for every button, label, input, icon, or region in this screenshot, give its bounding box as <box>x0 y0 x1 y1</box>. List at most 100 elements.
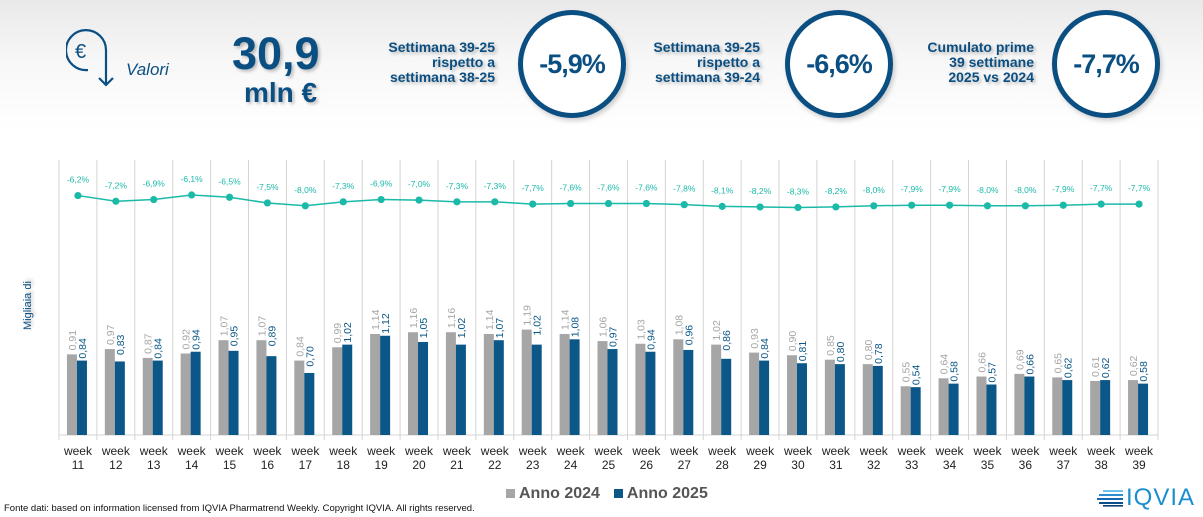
bar-label-2025: 0,97 <box>608 326 620 347</box>
bar-label-2025: 0,62 <box>1100 357 1112 378</box>
bar-2024 <box>749 352 760 435</box>
bar-2025 <box>493 340 504 435</box>
bar-label-2024: 0,80 <box>863 340 875 361</box>
bar-label-2025: 0,58 <box>949 361 961 382</box>
x-tick-label: week <box>404 444 434 458</box>
line-point <box>225 193 234 201</box>
bar-label-2024: 1,03 <box>635 319 647 340</box>
bar-2024 <box>976 376 987 435</box>
bar-2024 <box>786 355 797 435</box>
bar-2025 <box>76 360 87 435</box>
x-tick-number: 33 <box>905 458 919 472</box>
line-label: -7,7% <box>1128 183 1151 193</box>
bar-2025 <box>645 351 656 435</box>
bar-2025 <box>1100 380 1111 435</box>
x-tick-number: 38 <box>1094 458 1108 472</box>
x-tick-number: 36 <box>1019 458 1033 472</box>
line-point <box>112 197 120 205</box>
legend-item-2025: Anno 2025 <box>613 485 708 503</box>
line-label: -7,7% <box>1090 183 1113 193</box>
bar-2025 <box>380 335 391 435</box>
x-tick-label: week <box>1048 444 1078 458</box>
bar-label-2024: 0,64 <box>939 354 951 375</box>
legend-label-2024: Anno 2024 <box>519 485 600 502</box>
x-tick-number: 31 <box>829 458 843 472</box>
line-point <box>1021 202 1029 210</box>
bar-label-2025: 0,78 <box>873 343 885 364</box>
x-tick-label: week <box>897 444 927 458</box>
bar-label-2024: 1,14 <box>370 309 382 330</box>
line-label: -8,2% <box>749 186 772 196</box>
line-point <box>150 195 158 204</box>
line-point <box>983 202 992 210</box>
bar-label-2025: 0,70 <box>304 346 316 367</box>
x-tick-label: week <box>707 444 737 458</box>
bar-2024 <box>294 360 305 435</box>
bar-label-2024: 1,14 <box>560 309 572 330</box>
line-point <box>756 203 764 211</box>
bar-label-2025: 0,89 <box>266 326 278 347</box>
bar-label-2024: 0,85 <box>825 335 837 356</box>
bar-2025 <box>1024 376 1035 435</box>
bar-label-2024: 1,07 <box>219 316 231 337</box>
grid <box>58 160 1159 440</box>
bar-label-2025: 0,84 <box>77 338 89 359</box>
bar-2024 <box>673 339 684 435</box>
x-tick-label: week <box>972 444 1002 458</box>
x-tick-number: 27 <box>678 458 692 472</box>
line-label: -7,0% <box>408 179 431 189</box>
bar-2024 <box>824 359 835 435</box>
total-unit: mln € <box>244 77 318 108</box>
x-tick-label: week <box>518 444 548 458</box>
bar-2024 <box>938 378 949 435</box>
kpi-circle-cumulative: -7,7% <box>1052 10 1160 118</box>
x-tick-label: week <box>935 444 965 458</box>
x-tick-label: week <box>139 444 169 458</box>
bar-2025 <box>531 344 542 435</box>
bar-2025 <box>266 356 277 435</box>
line-label: -6,2% <box>67 175 90 185</box>
x-tick-label: week <box>63 444 93 458</box>
bar-label-2025: 1,02 <box>342 322 354 343</box>
line-label: -6,1% <box>181 174 204 184</box>
x-tick-number: 28 <box>716 458 730 472</box>
x-tick-label: week <box>177 444 207 458</box>
bar-2024 <box>142 357 153 435</box>
bar-2024 <box>332 347 343 435</box>
line-label: -7,9% <box>1052 184 1075 194</box>
bar-2025 <box>228 350 239 435</box>
bar-2025 <box>455 344 466 435</box>
bar-2024 <box>445 332 456 435</box>
line-point <box>491 198 499 206</box>
line-point <box>301 202 309 210</box>
bar-2025 <box>948 383 959 435</box>
bar-label-2025: 1,02 <box>456 318 468 339</box>
line-point <box>680 201 688 209</box>
bar-2025 <box>986 384 997 435</box>
line-point <box>908 201 916 209</box>
bar-2024 <box>1128 380 1139 435</box>
bar-label-2024: 1,08 <box>673 315 685 336</box>
line-label: -7,3% <box>484 181 507 191</box>
legend-label-2025: Anno 2025 <box>626 485 708 502</box>
kpi-circle-week-vs-last-year: -6,6% <box>785 10 893 118</box>
line-point <box>415 196 423 204</box>
legend-item-2024: Anno 2024 <box>506 485 600 503</box>
bar-2025 <box>721 358 732 435</box>
bar-2024 <box>104 349 115 435</box>
x-tick-number: 25 <box>602 458 616 472</box>
bar-label-2025: 1,07 <box>494 318 506 339</box>
x-tick-label: week <box>328 444 358 458</box>
bar-label-2024: 0,92 <box>181 329 193 350</box>
bar-2025 <box>1062 380 1073 435</box>
bar-label-2025: 0,96 <box>683 325 695 346</box>
x-tick-number: 39 <box>1132 458 1146 472</box>
line-point <box>453 198 461 206</box>
line-point <box>945 201 954 209</box>
bar-label-2024: 1,16 <box>446 308 458 329</box>
bar-2025 <box>607 349 618 435</box>
bar-label-2025: 0,66 <box>1024 354 1036 375</box>
line-label: -7,6% <box>559 183 582 193</box>
bar-2025 <box>114 361 125 435</box>
bar-label-2024: 0,69 <box>1014 349 1026 370</box>
